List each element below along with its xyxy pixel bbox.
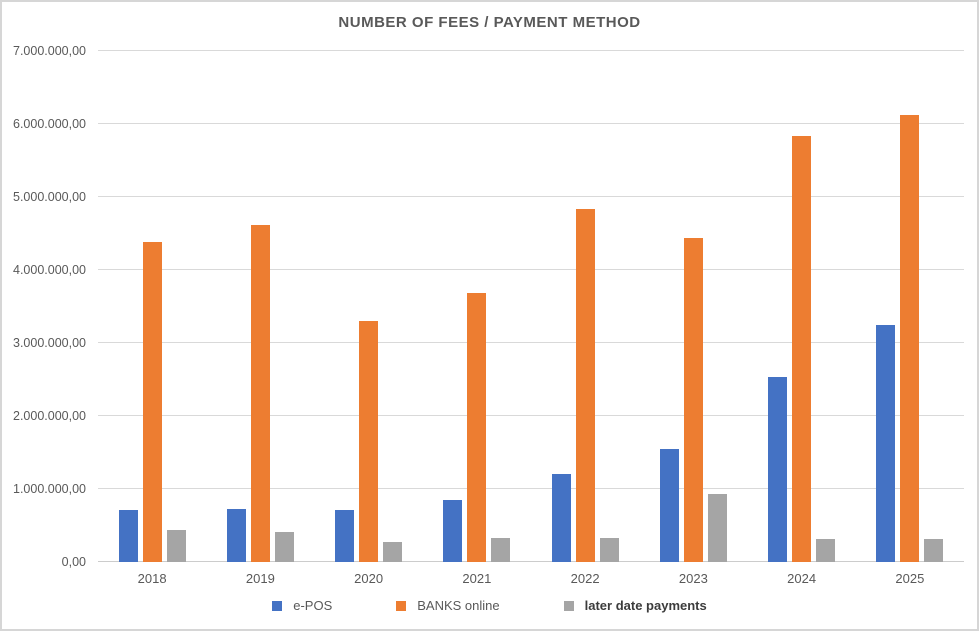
gridline-5: [98, 196, 964, 197]
y-axis-labels: 0,00 1.000.000,00 2.000.000,00 3.000.000,00…: [2, 44, 90, 569]
banks-online-bar-2019: [250, 224, 270, 562]
bar-group-2025: 2025: [856, 51, 964, 586]
legend-item-banks-online: BANKS online: [396, 598, 500, 613]
later-date-payments-bar-2022: [599, 537, 619, 562]
gridline-7: [98, 50, 964, 51]
later-date-payments-bar-2018: [166, 529, 186, 562]
y-tick-label-2: 2.000.000,00: [13, 409, 86, 424]
y-tick-label-6: 6.000.000,00: [13, 117, 86, 131]
y-tick-label-1: 1.000.000,00: [13, 482, 86, 497]
y-tick-label-3: 3.000.000,00: [13, 336, 86, 350]
banks-online-bar-2022: [575, 208, 595, 562]
banks-online-bar-2023: [683, 237, 703, 562]
legend-label-later-date-payments: later date payments: [584, 598, 707, 613]
later-date-payments-bar-2021: [491, 537, 511, 562]
gridline-3: [98, 342, 964, 343]
bar-groups: 2018 2019 2020 2021 2022 2023 2024 2025: [98, 51, 964, 586]
bar-group-2022: 2022: [531, 51, 639, 586]
banks-online-bar-2025: [900, 115, 920, 562]
e-pos-bar-2018: [118, 510, 138, 562]
legend-label-e-pos: e-POS: [293, 598, 333, 613]
bar-group-2019: 2019: [206, 51, 314, 586]
legend-item-e-pos: e-POS: [272, 598, 332, 613]
plot-area: 2018 2019 2020 2021 2022 2023 2024 2025: [98, 50, 964, 586]
x-tick-label-2022: 2022: [570, 571, 600, 586]
x-tick-label-2019: 2019: [245, 571, 275, 586]
later-date-payments-bar-2023: [707, 494, 727, 562]
gridline-4: [98, 269, 964, 270]
e-pos-bar-2020: [335, 510, 355, 562]
bar-group-2024: 2024: [748, 51, 856, 586]
legend-swatch-banks-online: [396, 600, 407, 611]
bar-group-2021: 2021: [423, 51, 531, 586]
gridline-1: [98, 488, 964, 489]
legend-label-banks-online: BANKS online: [417, 598, 500, 613]
y-tick-label-7: 7.000.000,00: [13, 44, 86, 58]
legend-swatch-e-pos: [272, 600, 283, 611]
x-tick-label-2020: 2020: [354, 571, 384, 586]
x-tick-label-2021: 2021: [462, 571, 492, 586]
later-date-payments-bar-2024: [816, 538, 836, 562]
e-pos-bar-2019: [226, 509, 246, 562]
banks-online-bar-2020: [359, 321, 379, 562]
later-date-payments-bar-2020: [383, 541, 403, 562]
gridline-0: [98, 561, 964, 562]
later-date-payments-bar-2025: [924, 538, 944, 562]
x-tick-label-2018: 2018: [137, 571, 167, 586]
e-pos-bar-2021: [443, 499, 463, 562]
later-date-payments-bar-2019: [274, 532, 294, 562]
x-tick-label-2023: 2023: [678, 571, 708, 586]
x-tick-label-2025: 2025: [895, 571, 925, 586]
y-tick-label-5: 5.000.000,00: [13, 190, 86, 204]
y-tick-label-4: 4.000.000,00: [13, 263, 86, 278]
bar-group-2023: 2023: [639, 51, 747, 586]
legend-swatch-later-date-payments: [563, 600, 574, 611]
y-tick-label-0: 0,00: [61, 555, 86, 569]
legend: e-POS BANKS online later date payments: [2, 598, 977, 613]
e-pos-bar-2024: [768, 376, 788, 562]
e-pos-bar-2022: [551, 473, 571, 562]
gridline-6: [98, 123, 964, 124]
bar-group-2020: 2020: [315, 51, 423, 586]
legend-item-later-date-payments: later date payments: [563, 598, 707, 613]
gridline-2: [98, 415, 964, 416]
e-pos-bar-2023: [659, 448, 679, 562]
chart-title: NUMBER OF FEES / PAYMENT METHOD: [338, 14, 641, 31]
banks-online-bar-2021: [467, 293, 487, 562]
x-tick-label-2024: 2024: [787, 571, 817, 586]
banks-online-bar-2018: [142, 241, 162, 562]
bar-group-2018: 2018: [98, 51, 206, 586]
banks-online-bar-2024: [792, 135, 812, 562]
e-pos-bar-2025: [876, 324, 896, 562]
